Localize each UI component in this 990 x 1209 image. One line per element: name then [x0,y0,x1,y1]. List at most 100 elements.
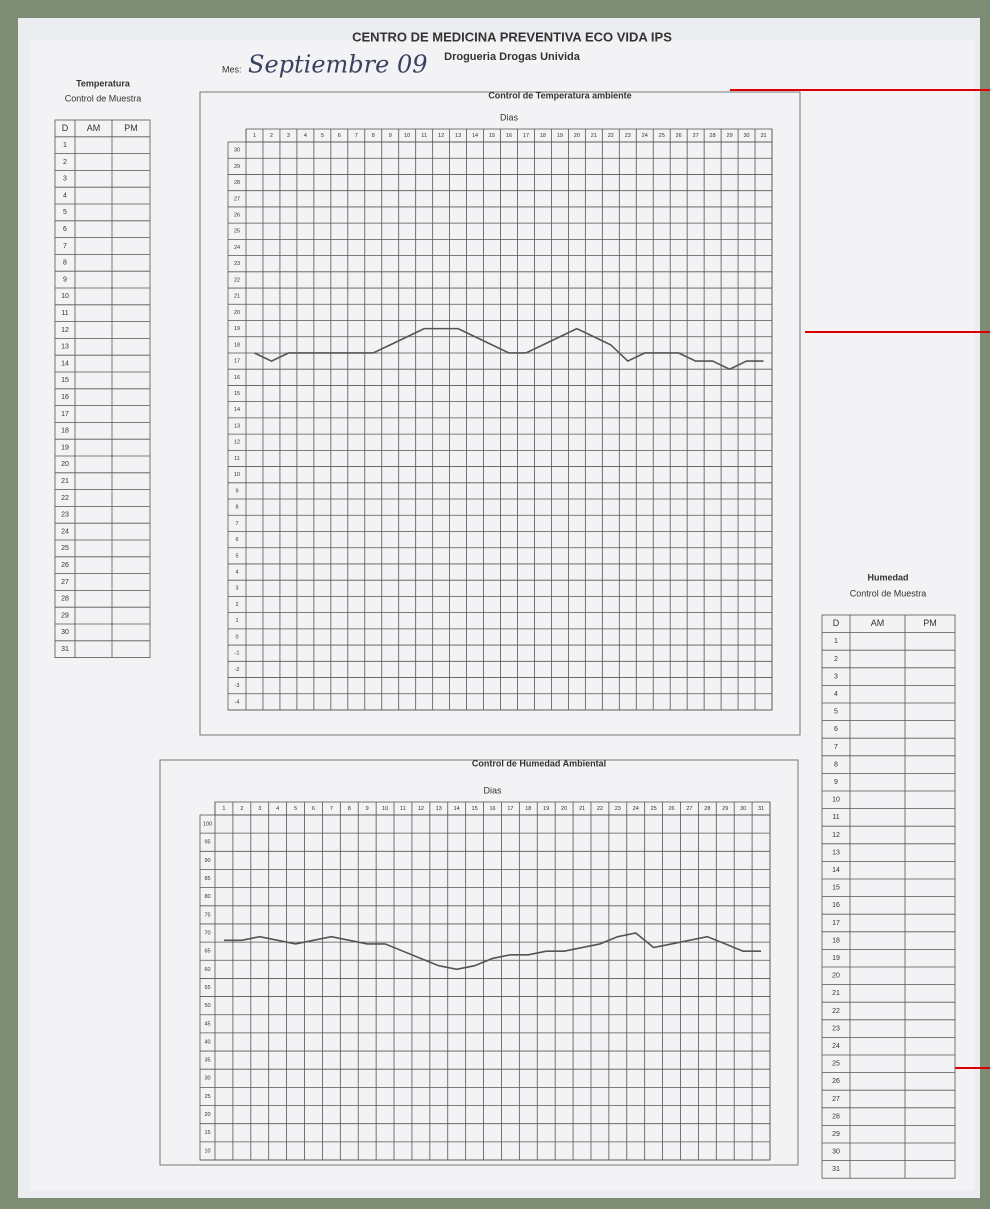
day-number: 23 [832,1025,840,1032]
day-label: 27 [686,806,692,812]
y-tick-label: -3 [235,683,240,689]
y-tick-label: 80 [204,894,210,900]
y-tick-label: 19 [234,326,240,332]
day-label: 8 [372,133,375,139]
y-tick-label: 95 [204,840,210,846]
y-tick-label: 23 [234,261,240,267]
y-tick-label: 16 [234,375,240,381]
form-title: CENTRO DE MEDICINA PREVENTIVA ECO VIDA I… [352,29,672,44]
day-label: 25 [659,133,665,139]
day-label: 16 [489,806,495,812]
day-number: 9 [63,276,67,283]
day-label: 16 [506,133,512,139]
y-tick-label: 26 [234,212,240,218]
day-number: 20 [61,461,69,468]
day-number: 19 [61,444,69,451]
y-tick-label: -1 [235,651,240,657]
day-number: 23 [61,512,69,519]
day-number: 22 [61,495,69,502]
day-label: 17 [507,806,513,812]
day-number: 31 [832,1166,840,1173]
day-label: 1 [222,806,225,812]
month-value: Septiembre 09 [248,51,428,79]
y-tick-label: 25 [204,1094,210,1100]
day-number: 13 [61,344,69,351]
y-tick-label: 4 [235,570,238,576]
y-tick-label: 17 [234,359,240,365]
day-label: 31 [758,806,764,812]
y-tick-label: 22 [234,277,240,283]
y-tick-label: 27 [234,196,240,202]
day-number: 28 [832,1113,840,1120]
day-label: 15 [489,133,495,139]
y-tick-label: 29 [234,164,240,170]
day-number: 3 [834,673,838,680]
day-label: 28 [710,133,716,139]
column-header: AM [871,618,885,628]
day-number: 6 [63,226,67,233]
day-label: 27 [693,133,699,139]
day-label: 28 [704,806,710,812]
y-tick-label: 14 [234,407,240,413]
form-subtitle: Drogueria Drogas Univida [444,51,581,63]
column-header: AM [87,123,101,133]
day-label: 24 [642,133,648,139]
day-label: 26 [676,133,682,139]
day-label: 26 [668,806,674,812]
day-label: 10 [382,806,388,812]
day-number: 10 [832,797,840,804]
day-label: 11 [400,806,406,812]
day-number: 15 [832,885,840,892]
day-label: 18 [525,806,531,812]
day-number: 12 [61,327,69,334]
day-number: 27 [61,579,69,586]
day-number: 1 [63,142,67,149]
column-header: D [62,123,69,133]
y-tick-label: -4 [235,699,240,705]
y-tick-label: 11 [234,456,240,462]
y-tick-label: 6 [235,537,238,543]
day-label: 5 [321,133,324,139]
day-number: 21 [61,478,69,485]
day-number: 20 [832,973,840,980]
day-label: 19 [557,133,563,139]
column-header: D [833,618,840,628]
day-number: 29 [832,1131,840,1138]
y-tick-label: -2 [235,667,240,673]
day-label: 4 [276,806,279,812]
day-number: 17 [61,411,69,418]
y-tick-label: 7 [235,521,238,527]
day-number: 5 [834,709,838,716]
y-tick-label: 15 [234,391,240,397]
day-number: 6 [834,726,838,733]
table-subtitle: Control de Muestra [850,588,927,598]
day-label: 14 [454,806,460,812]
day-label: 22 [608,133,614,139]
day-number: 19 [832,955,840,962]
day-number: 2 [63,159,67,166]
day-label: 9 [366,806,369,812]
day-label: 12 [418,806,424,812]
day-label: 22 [597,806,603,812]
y-tick-label: 28 [234,180,240,186]
y-tick-label: 9 [235,488,238,494]
y-tick-label: 55 [204,985,210,991]
column-header: PM [124,123,138,133]
column-header: PM [923,618,937,628]
day-label: 30 [743,133,749,139]
day-number: 18 [61,428,69,435]
day-label: 23 [625,133,631,139]
month-label: Mes: [222,64,242,74]
day-number: 25 [61,545,69,552]
day-number: 1 [834,638,838,645]
day-label: 21 [591,133,597,139]
chart-title: Control de Temperatura ambiente [488,90,631,100]
day-label: 1 [253,133,256,139]
day-label: 23 [615,806,621,812]
day-number: 14 [61,360,69,367]
day-number: 27 [832,1096,840,1103]
table-title: Temperatura [76,78,131,88]
day-label: 6 [312,806,315,812]
y-tick-label: 8 [235,505,238,511]
day-number: 21 [832,990,840,997]
